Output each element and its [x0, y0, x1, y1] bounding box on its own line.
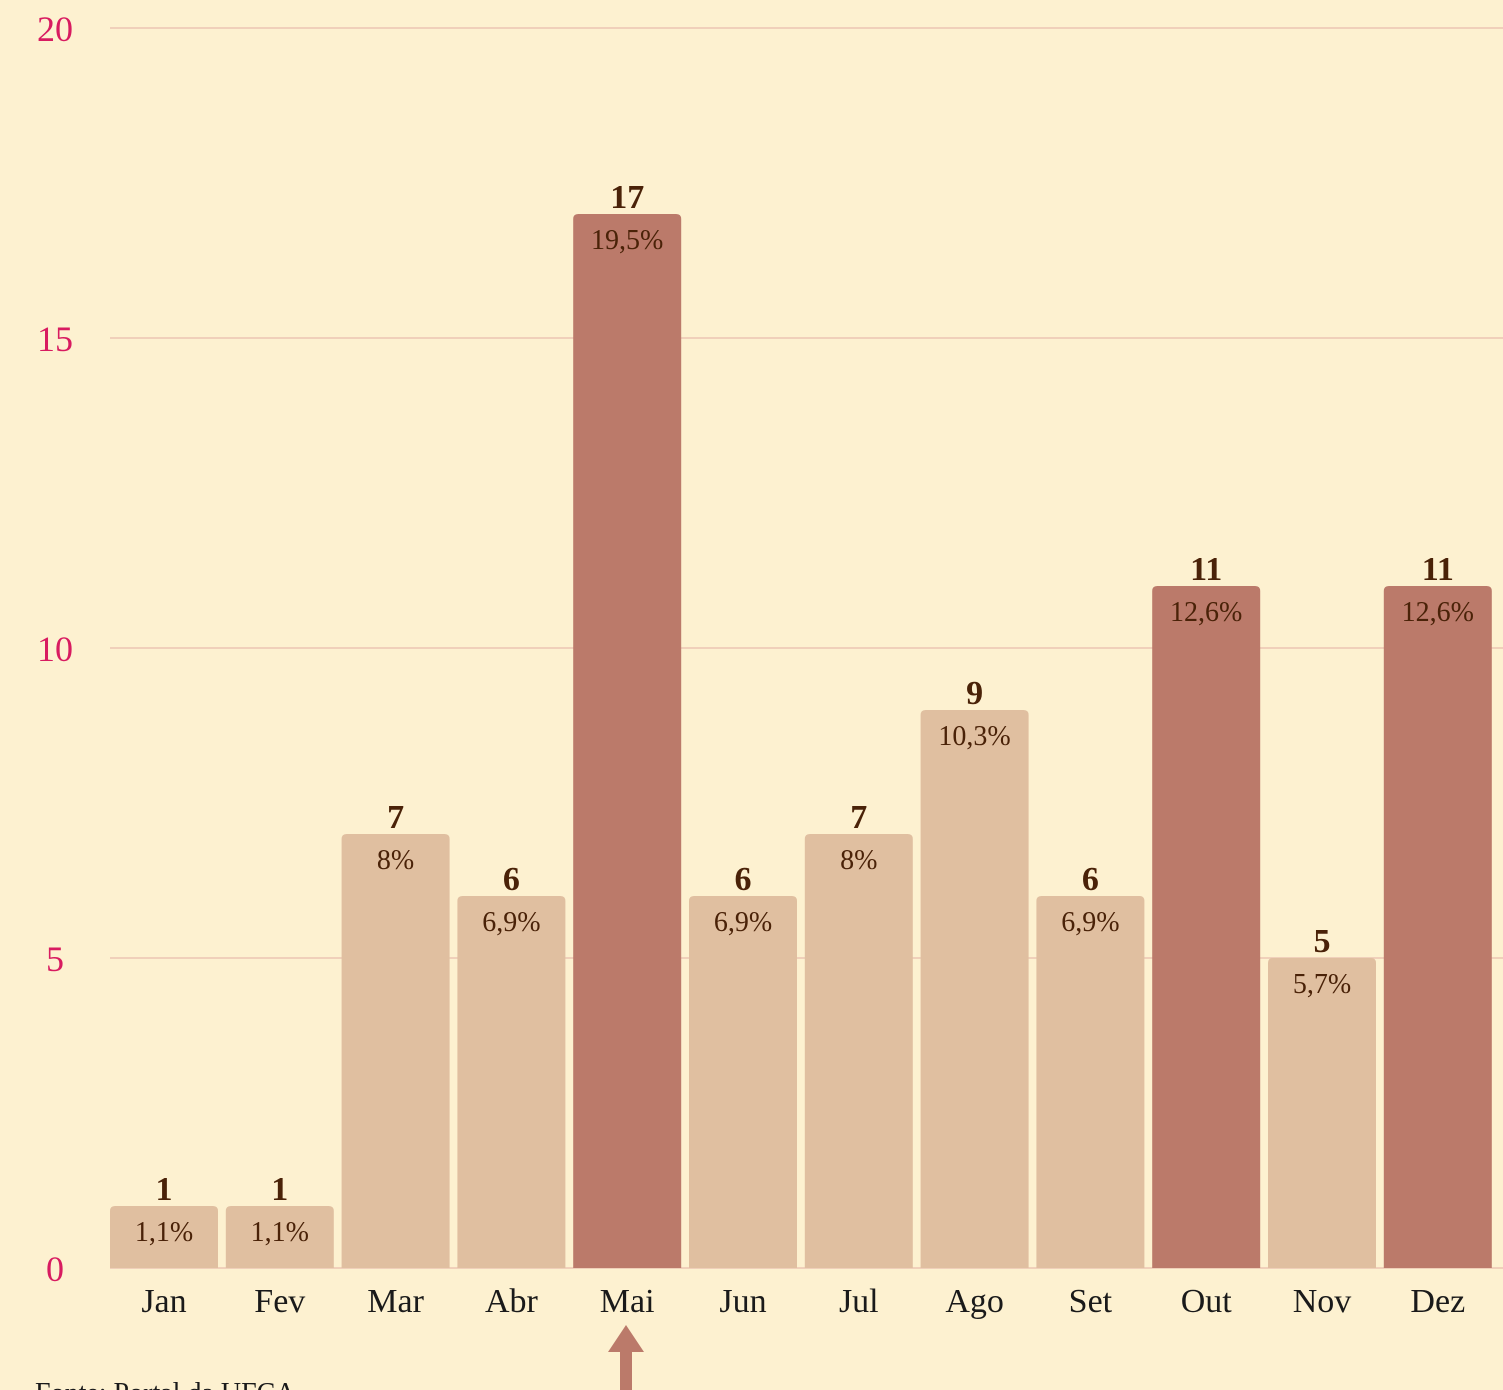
- y-tick-label: 15: [37, 319, 73, 359]
- bar: [920, 710, 1029, 1268]
- bar: [110, 1206, 218, 1268]
- bar: [1383, 586, 1492, 1268]
- value-label: 11: [1190, 551, 1222, 588]
- value-label: 11: [1422, 551, 1454, 588]
- bar: [689, 896, 797, 1268]
- bar: [573, 214, 682, 1268]
- bar: [225, 1206, 334, 1268]
- percent-label: 12,6%: [1170, 597, 1242, 628]
- percent-label: 6,9%: [482, 907, 540, 938]
- value-label: 1: [156, 1171, 173, 1208]
- x-tick-label: Dez: [1410, 1283, 1465, 1320]
- percent-label: 8%: [377, 845, 414, 876]
- y-tick-label: 10: [37, 629, 73, 669]
- percent-label: 8%: [840, 845, 877, 876]
- x-tick-label: Out: [1181, 1283, 1233, 1320]
- percent-label: 1,1%: [135, 1217, 193, 1248]
- bar: [341, 834, 450, 1268]
- x-tick-label: Mar: [367, 1283, 424, 1320]
- x-tick-label: Jul: [839, 1283, 879, 1320]
- percent-label: 5,7%: [1293, 969, 1351, 1000]
- percent-label: 19,5%: [591, 225, 663, 256]
- bar: [457, 896, 566, 1268]
- value-label: 6: [503, 861, 520, 898]
- value-label: 7: [387, 799, 404, 836]
- x-tick-label: Jan: [141, 1283, 186, 1320]
- highlight-arrow: [608, 1325, 644, 1390]
- x-tick-label: Ago: [945, 1283, 1004, 1320]
- x-tick-label: Fev: [254, 1283, 305, 1320]
- x-tick-label: Mai: [600, 1283, 655, 1320]
- x-tick-label: Set: [1069, 1283, 1113, 1320]
- percent-label: 6,9%: [714, 907, 772, 938]
- value-label: 9: [966, 675, 983, 712]
- bar: [804, 834, 913, 1268]
- bar: [1268, 958, 1376, 1268]
- percent-label: 10,3%: [938, 721, 1010, 752]
- y-tick-label: 0: [46, 1249, 64, 1289]
- percent-label: 1,1%: [251, 1217, 309, 1248]
- y-tick-label: 20: [37, 9, 73, 49]
- x-tick-label: Abr: [485, 1283, 539, 1320]
- percent-label: 6,9%: [1061, 907, 1119, 938]
- percent-label: 12,6%: [1402, 597, 1474, 628]
- source: Fonte: Portal da UFCA: [35, 1378, 296, 1390]
- x-tick-label: Nov: [1293, 1283, 1352, 1320]
- value-label: 17: [610, 179, 644, 216]
- bar: [1152, 586, 1261, 1268]
- value-label: 7: [850, 799, 867, 836]
- bar: [1036, 896, 1145, 1268]
- value-label: 6: [735, 861, 752, 898]
- y-tick-label: 5: [46, 939, 64, 979]
- x-tick-label: Jun: [719, 1283, 766, 1320]
- value-label: 5: [1314, 923, 1331, 960]
- value-label: 1: [271, 1171, 288, 1208]
- value-label: 6: [1082, 861, 1099, 898]
